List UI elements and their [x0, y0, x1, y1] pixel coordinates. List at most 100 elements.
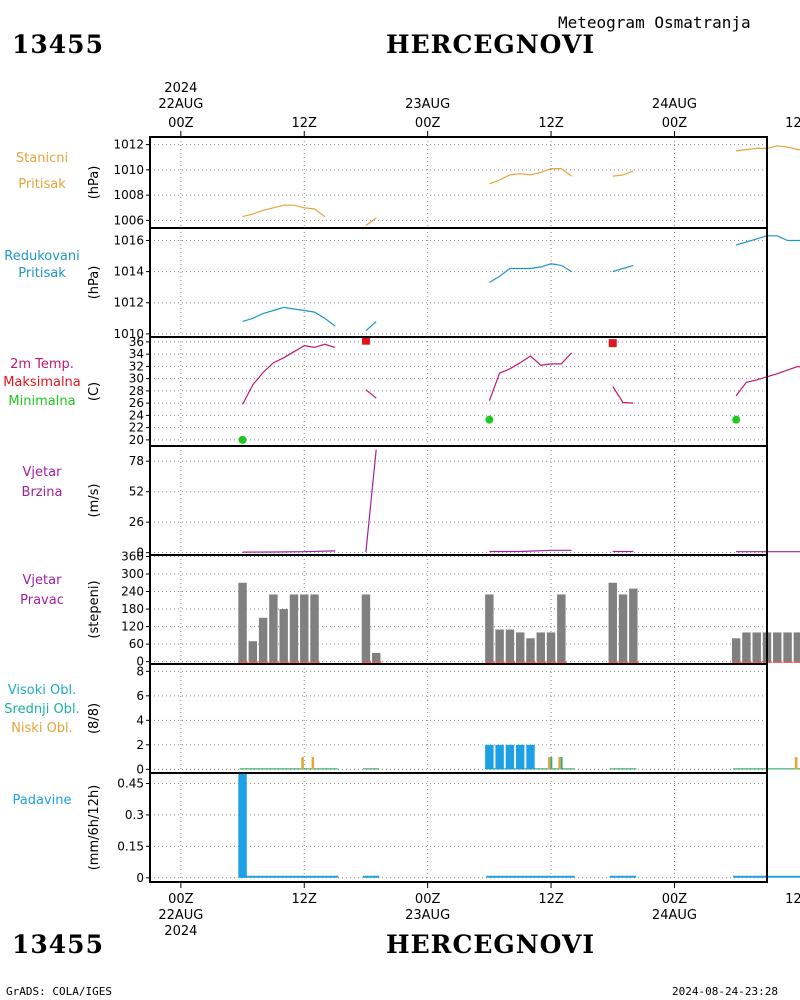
wind-direction-bar [526, 638, 535, 662]
panel-station_pressure: 1006 1008 1010 1012 (hPa) Stanicni Pritisak [16, 136, 800, 229]
wind-direction-bar [269, 594, 278, 662]
series-line [365, 217, 377, 226]
low-cloud-bar [301, 757, 304, 770]
series-line [365, 320, 377, 332]
bottom-axis-hour: 12Z [292, 892, 318, 907]
y-tick-label: 6 [136, 689, 144, 703]
bottom-axis-hour: 12Z [785, 892, 800, 907]
y-tick-label: 26 [129, 396, 144, 410]
high-cloud-bar [526, 744, 535, 770]
high-cloud-bar [485, 744, 494, 770]
station-id: 13455 [12, 30, 104, 59]
y-tick-label: 78 [129, 454, 144, 468]
y-tick-label: 8 [136, 664, 144, 678]
wind-direction-bar [752, 632, 761, 662]
wind-direction-bar [289, 594, 299, 662]
wind-direction-bar [629, 588, 638, 662]
panel-label: Pritisak [18, 177, 66, 192]
panel-wind_direction: 0 60 120 180 240 300 360 (stepeni) Vjetar Pravac [20, 549, 800, 669]
series-line [242, 343, 336, 405]
y-tick-label: 1012 [113, 296, 144, 310]
top-axis-hour: 12Z [538, 116, 564, 131]
wind-direction-bar [310, 594, 319, 662]
series-line [488, 352, 573, 401]
bottom-axis-hour: 12Z [538, 892, 564, 907]
series-line [489, 549, 572, 553]
y-tick-label: 0 [136, 655, 144, 669]
middle-cloud-bar [560, 757, 563, 770]
panel-unit-label: (mm/6h/12h) [87, 785, 102, 871]
y-tick-label: 20 [129, 433, 144, 447]
panel-label: Vjetar [23, 465, 63, 480]
panel-label: Stanicni [16, 151, 68, 166]
y-tick-label: 0.15 [117, 839, 144, 853]
bottom-axis-year: 2024 [164, 924, 197, 939]
y-tick-label: 1012 [113, 138, 144, 152]
wind-direction-bar [258, 617, 268, 662]
panel-label: Minimalna [8, 394, 75, 409]
low-cloud-bar [548, 757, 551, 770]
panel-label: Pritisak [18, 266, 66, 281]
y-tick-label: 28 [129, 384, 144, 398]
panel-clouds: 0 2 4 6 8 (8/8) Visoki Obl. Srednji Obl. Niski O… [4, 663, 800, 776]
wind-direction-bar [300, 594, 309, 662]
panel-label: Maksimalna [3, 375, 81, 390]
panel-label: Niski Obl. [11, 721, 73, 736]
wind-direction-bar [793, 632, 800, 662]
panel-unit-label: (m/s) [87, 484, 102, 518]
y-tick-label: 2 [136, 738, 144, 752]
series-line [735, 235, 800, 246]
panel-label: Redukovani [4, 249, 79, 264]
bottom-axis-date: 24AUG [652, 908, 697, 923]
high-cloud-bar [515, 744, 525, 770]
top-axis-date: 22AUG [158, 97, 203, 112]
panel-label: 2m Temp. [10, 357, 74, 372]
precipitation-bar [238, 773, 247, 878]
series-line [489, 263, 572, 284]
top-axis-hour: 12Z [785, 116, 800, 131]
top-axis-date: 23AUG [405, 97, 450, 112]
panel-frame [149, 136, 768, 229]
panel-wind_speed: 0 26 52 78 (m/s) Vjetar Brzina [22, 445, 800, 560]
y-tick-label: 180 [121, 602, 144, 616]
wind-direction-bar [279, 609, 288, 662]
y-tick-label: 240 [121, 585, 144, 599]
y-tick-label: 26 [129, 515, 144, 529]
series-line [365, 389, 377, 399]
series-line [612, 264, 634, 273]
wind-direction-bar [618, 594, 628, 662]
high-cloud-bar [505, 744, 515, 770]
y-tick-label: 1008 [113, 188, 144, 202]
bottom-axis-hour: 00Z [662, 892, 688, 907]
max-temp-marker [361, 336, 370, 345]
middle-cloud-bar [549, 757, 553, 770]
y-tick-label: 52 [129, 485, 144, 499]
wind-direction-bar [505, 629, 515, 662]
top-axis-hour: 12Z [292, 116, 318, 131]
panel-unit-label: (hPa) [87, 266, 102, 300]
top-axis-hour: 00Z [415, 116, 441, 131]
top-axis-date: 24AUG [652, 97, 697, 112]
min-temp-marker [485, 415, 494, 424]
top-axis-year: 2024 [164, 81, 197, 96]
y-tick-label: 34 [129, 347, 144, 361]
panel-reduced_pressure: 1010 1012 1014 1016 (hPa) Redukovani Pritisak [4, 227, 800, 341]
min-temp-marker [238, 435, 247, 444]
series-line [735, 365, 800, 397]
low-cloud-bar [794, 757, 798, 770]
generation-timestamp: 2024-08-24-23:28 [672, 985, 778, 998]
station-name: HERCEGNOVI [386, 30, 596, 59]
y-tick-label: 36 [129, 335, 144, 349]
footer-station-name: HERCEGNOVI [386, 930, 596, 959]
footer-station-id: 13455 [12, 930, 104, 959]
y-tick-label: 0.45 [117, 776, 144, 790]
y-tick-label: 0 [136, 871, 144, 885]
wind-direction-bar [608, 582, 617, 662]
y-tick-label: 1014 [113, 265, 144, 279]
series-line [736, 145, 800, 152]
y-tick-label: 4 [136, 713, 144, 727]
max-temp-marker [608, 339, 617, 348]
y-tick-label: 1016 [113, 233, 144, 247]
series-line [612, 170, 634, 177]
y-tick-label: 120 [121, 620, 144, 634]
